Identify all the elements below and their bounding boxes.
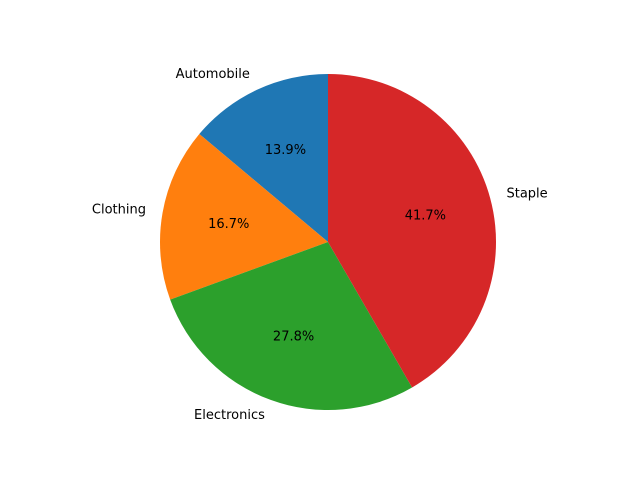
slices-layer	[159, 74, 497, 411]
slice-label-staple: Staple	[506, 187, 547, 202]
slice-percent-automobile: 13.9%	[265, 143, 306, 158]
pie-slice-staple	[328, 74, 497, 388]
slice-percent-electronics: 27.8%	[273, 329, 314, 344]
slice-label-automobile: Automobile	[176, 67, 250, 82]
pie-slice-electronics	[170, 242, 413, 411]
pie-slice-automobile	[199, 74, 328, 242]
labels-layer: Automobile 13.9% Clothing 16.7% Electronics 2…	[92, 67, 548, 423]
slice-percent-clothing: 16.7%	[208, 217, 249, 232]
slice-label-electronics: Electronics	[194, 408, 265, 423]
pie-slice-clothing	[159, 133, 328, 300]
slice-label-clothing: Clothing	[92, 202, 146, 217]
slice-percent-staple: 41.7%	[405, 208, 446, 223]
